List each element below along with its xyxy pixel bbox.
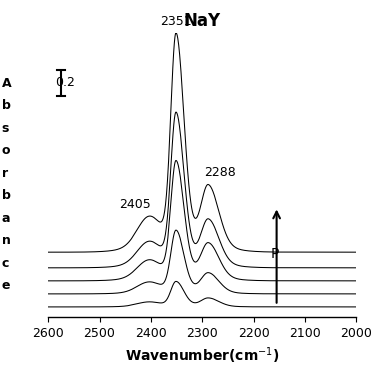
- Text: 0.2: 0.2: [55, 76, 75, 89]
- Text: r: r: [2, 167, 8, 180]
- Text: c: c: [2, 257, 9, 270]
- Text: b: b: [2, 99, 11, 112]
- X-axis label: Wavenumber(cm$^{-1}$): Wavenumber(cm$^{-1}$): [125, 346, 279, 366]
- Text: A: A: [2, 76, 12, 90]
- Text: a: a: [2, 212, 10, 225]
- Text: 2288: 2288: [204, 166, 236, 179]
- Text: n: n: [2, 234, 11, 247]
- Text: 2351: 2351: [160, 15, 192, 28]
- Text: P: P: [270, 247, 279, 261]
- Title: NaY: NaY: [184, 12, 221, 30]
- Text: 2405: 2405: [119, 198, 151, 211]
- Text: o: o: [2, 144, 10, 157]
- Text: s: s: [2, 122, 9, 135]
- Text: b: b: [2, 189, 11, 202]
- Text: e: e: [2, 279, 10, 293]
